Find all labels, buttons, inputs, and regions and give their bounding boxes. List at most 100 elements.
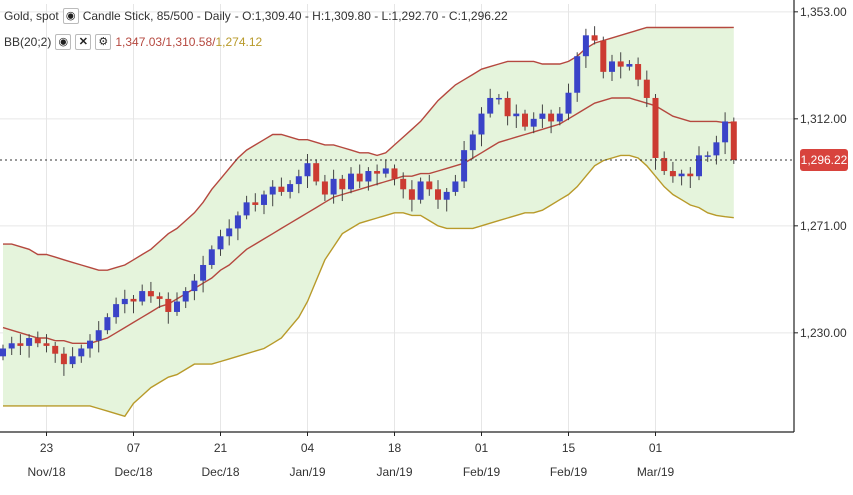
candle-body [52, 345, 59, 354]
eye-icon[interactable]: ◉ [55, 34, 72, 50]
y-tick-label: 1,230.00 [800, 326, 847, 340]
candle-body [704, 155, 711, 157]
candle-body [652, 97, 659, 158]
candle-body [382, 168, 389, 174]
x-tick-day: 04 [301, 441, 315, 455]
bb-upper-line [3, 26, 734, 271]
bb-lower-value: 1,274.12 [215, 35, 263, 49]
candle-body [713, 142, 720, 156]
x-tick-month: Feb/19 [550, 465, 588, 479]
candle-body [565, 92, 572, 114]
x-tick-month: Dec/18 [114, 465, 152, 479]
candle-body [243, 202, 250, 216]
candle-body [261, 194, 267, 205]
candle-body [26, 338, 33, 346]
y-tick-label: 1,312.00 [800, 112, 847, 126]
candle-body [121, 298, 128, 305]
x-tick-month: Feb/19 [463, 465, 501, 479]
candle-body [174, 301, 180, 312]
candle-body [287, 184, 294, 192]
candle-body [104, 317, 111, 331]
candle-body [504, 97, 511, 117]
x-tick-day: 18 [388, 441, 402, 455]
candle-body [226, 228, 233, 237]
x-tick-month: Jan/19 [376, 465, 412, 479]
candle-body [582, 35, 589, 57]
candle-body [365, 171, 372, 182]
candle-body [487, 97, 494, 114]
candle-body [452, 181, 459, 192]
candle-body [443, 191, 450, 200]
indicator-label: BB(20;2) [4, 35, 52, 49]
gear-icon[interactable]: ⚙ [95, 34, 112, 50]
candle-body [8, 343, 15, 349]
candle-body [130, 298, 137, 302]
bb-lower-line [3, 154, 734, 418]
candle-body [722, 121, 729, 143]
candle-body [217, 236, 224, 250]
eye-icon[interactable]: ◉ [62, 8, 79, 24]
candle-body [252, 202, 259, 205]
candle-body [408, 189, 415, 200]
candle-body [574, 56, 581, 93]
candle-body [426, 181, 433, 190]
candle-body [113, 304, 120, 318]
x-tick-day: 01 [475, 441, 489, 455]
candle-body [400, 178, 407, 190]
candle-body [139, 291, 146, 302]
candle-body [461, 150, 468, 182]
candle-body [356, 173, 363, 182]
x-tick-day: 07 [127, 441, 141, 455]
x-tick-month: Nov/18 [27, 465, 65, 479]
candle-body [635, 64, 642, 80]
candle-body [269, 186, 276, 195]
candle-body [643, 79, 650, 98]
candle-body [348, 173, 354, 190]
candle-body [391, 168, 398, 179]
candle-body [278, 186, 285, 192]
candle-body [34, 338, 41, 344]
candle-body [609, 61, 615, 72]
x-tick-month: Jan/19 [289, 465, 325, 479]
bollinger-band-fill [3, 27, 734, 417]
candle-body [669, 171, 676, 177]
candle-body [339, 178, 346, 190]
candle-body [730, 121, 737, 161]
candle-body [591, 35, 598, 41]
candle-body [200, 264, 207, 281]
y-tick-label: 1,271.00 [800, 219, 847, 233]
indicator-legend: BB(20;2) ◉ ✕ ⚙ 1,347.03/1,310.58/1,274.1… [4, 34, 263, 50]
last-price-badge: 1,296.22 [800, 149, 848, 171]
candle-body [417, 181, 424, 200]
chart-header: Gold, spot ◉ Candle Stick, 85/500 - Dail… [4, 8, 508, 24]
candle-body [234, 215, 241, 229]
candle-body [321, 181, 328, 195]
x-tick-day: 23 [40, 441, 54, 455]
candle-body [539, 113, 546, 119]
chart-description: Candle Stick, 85/500 - Daily [82, 9, 231, 23]
candle-body [522, 113, 528, 127]
candle-body [626, 64, 633, 67]
candle-body [548, 113, 555, 122]
candle-body [0, 348, 6, 357]
candle-body [165, 298, 172, 312]
candle-body [495, 97, 502, 100]
y-tick-label: 1,353.00 [800, 5, 847, 19]
x-tick-day: 21 [214, 441, 228, 455]
x-tick-day: 15 [562, 441, 576, 455]
candle-body [78, 348, 85, 357]
candle-body [304, 163, 311, 177]
candle-body [69, 356, 76, 365]
instrument-name: Gold, spot [4, 9, 59, 23]
candle-body [313, 163, 320, 182]
candle-body [556, 113, 563, 122]
candle-body [156, 296, 163, 299]
bb-upper-value: 1,347.03 [115, 35, 163, 49]
x-tick-day: 01 [649, 441, 663, 455]
candle-body [687, 173, 694, 177]
close-icon[interactable]: ✕ [75, 34, 92, 50]
candle-body [478, 113, 485, 135]
candle-body [530, 118, 537, 127]
